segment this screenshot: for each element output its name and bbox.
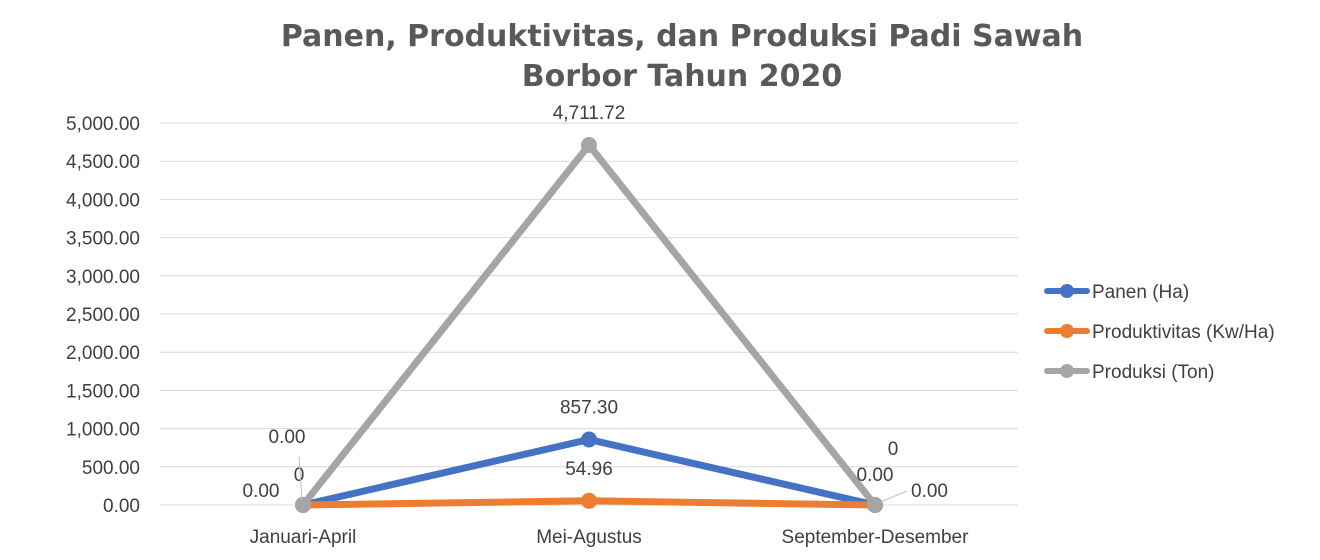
data-point	[581, 137, 597, 154]
legend-label: Produksi (Ton)	[1092, 362, 1215, 383]
data-label: 0.00	[857, 465, 894, 486]
chart-title: Panen, Produktivitas, dan Produksi Padi …	[281, 19, 1083, 94]
legend: Panen (Ha) Produktivitas (Kw/Ha) Produksi …	[1044, 282, 1275, 383]
data-point	[581, 492, 597, 509]
legend-label: Produktivitas (Kw/Ha)	[1092, 322, 1275, 343]
chart-title-line-1: Panen, Produktivitas, dan Produksi Padi …	[281, 19, 1083, 54]
data-label: 857.30	[560, 398, 618, 419]
x-tick-label: Januari-April	[250, 527, 357, 548]
y-tick-label: 3,000.00	[66, 267, 140, 288]
leader-line	[882, 490, 908, 502]
data-label: 54.96	[565, 459, 613, 480]
y-tick-label: 2,500.00	[66, 305, 140, 326]
x-tick-label: Mei-Agustus	[536, 527, 642, 548]
legend-marker	[1060, 364, 1074, 378]
data-point	[295, 497, 311, 513]
leader-line	[298, 456, 303, 502]
x-tick-label: September-Desember	[782, 527, 970, 548]
y-tick-label: 2,000.00	[66, 343, 140, 364]
y-tick-label: 5,000.00	[66, 114, 140, 135]
data-point	[867, 497, 883, 513]
legend-marker	[1060, 324, 1074, 338]
y-tick-label: 500.00	[82, 458, 140, 479]
data-label: 4,711.72	[553, 103, 626, 124]
y-tick-label: 3,500.00	[66, 229, 140, 250]
x-axis-ticks: Januari-April Mei-Agustus September-Desemb…	[250, 527, 969, 548]
data-label: 0	[294, 465, 305, 486]
y-tick-label: 1,000.00	[66, 420, 140, 441]
data-label: 0.00	[269, 427, 306, 448]
y-tick-label: 1,500.00	[66, 381, 140, 402]
legend-marker	[1060, 284, 1074, 298]
chart-title-line-2: Borbor Tahun 2020	[522, 59, 842, 94]
y-tick-label: 4,500.00	[66, 152, 140, 173]
data-label: 0.00	[243, 481, 280, 502]
y-tick-label: 4,000.00	[66, 190, 140, 211]
series-lines	[295, 137, 883, 513]
data-label: 0.00	[911, 481, 948, 502]
y-tick-label: 0.00	[103, 496, 140, 517]
gridlines	[160, 122, 1018, 506]
legend-label: Panen (Ha)	[1092, 282, 1189, 303]
y-axis-ticks: 0.00 500.00 1,000.00 1,500.00 2,000.00 2,500.…	[66, 114, 140, 517]
data-label: 0	[888, 439, 899, 460]
data-labels: 0.00 857.30 0.00 0 54.96 0.00 0.00 4,711.72 0	[243, 103, 948, 502]
data-point	[581, 431, 597, 448]
